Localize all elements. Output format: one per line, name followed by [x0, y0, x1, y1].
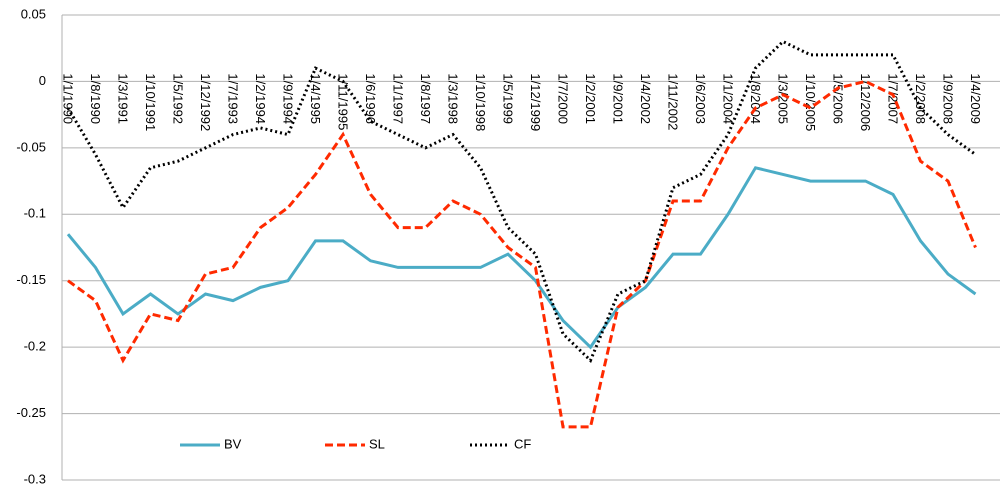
x-tick-label: 1/7/1993 [226, 73, 241, 124]
x-tick-label: 1/6/1996 [363, 73, 378, 124]
x-tick-label: 1/2/1994 [253, 73, 268, 124]
x-tick-label: 1/10/2005 [803, 73, 818, 131]
x-tick-label: 1/12/2006 [858, 73, 873, 131]
legend-label: CF [514, 436, 531, 451]
x-tick-label: 1/11/2002 [666, 73, 681, 130]
y-tick-label: 0 [39, 73, 46, 88]
y-tick-label: -0.2 [24, 339, 46, 354]
x-tick-label: 1/10/1991 [143, 73, 158, 131]
x-tick-label: 1/5/2006 [831, 73, 846, 124]
x-tick-label: 1/10/1998 [473, 73, 488, 131]
series-line [66, 166, 977, 350]
x-tick-label: 1/3/1991 [116, 73, 131, 124]
x-tick-label: 1/7/2000 [556, 73, 571, 124]
y-tick-label: -0.05 [16, 139, 46, 154]
x-tick-label: 1/4/2002 [638, 73, 653, 124]
x-tick-label: 1/5/1992 [171, 73, 186, 124]
x-tick-label: 1/9/1994 [281, 73, 296, 124]
x-tick-label: 1/6/2003 [693, 73, 708, 124]
x-tick-label: 1/4/1995 [308, 73, 323, 124]
series-line [67, 79, 977, 429]
x-tick-label: 1/1/2004 [721, 73, 736, 124]
y-tick-label: -0.3 [24, 471, 46, 486]
legend-label: SL [369, 436, 385, 451]
x-tick-label: 1/3/1998 [446, 73, 461, 124]
x-tick-label: 1/8/1990 [88, 73, 103, 124]
series-line [66, 39, 977, 364]
x-tick-label: 1/9/2001 [611, 73, 626, 124]
y-tick-label: -0.25 [16, 405, 46, 420]
x-tick-label: 1/4/2009 [968, 73, 983, 124]
x-tick-label: 1/7/2007 [886, 73, 901, 124]
y-tick-label: -0.1 [24, 206, 46, 221]
x-tick-label: 1/1/1997 [391, 73, 406, 124]
y-tick-label: -0.15 [16, 272, 46, 287]
legend-label: BV [224, 436, 242, 451]
x-tick-label: 1/9/2008 [941, 73, 956, 124]
x-tick-label: 1/12/1999 [528, 73, 543, 131]
x-tick-label: 1/12/1992 [198, 73, 213, 131]
x-tick-label: 1/2/2001 [583, 73, 598, 124]
x-tick-label: 1/5/1999 [501, 73, 516, 124]
y-tick-label: 0.05 [21, 6, 46, 21]
x-tick-label: 1/11/1995 [336, 73, 351, 130]
x-tick-label: 1/8/1997 [418, 73, 433, 124]
x-tick-label: 1/1/1990 [61, 73, 76, 124]
x-tick-label: 1/3/2005 [776, 73, 791, 124]
